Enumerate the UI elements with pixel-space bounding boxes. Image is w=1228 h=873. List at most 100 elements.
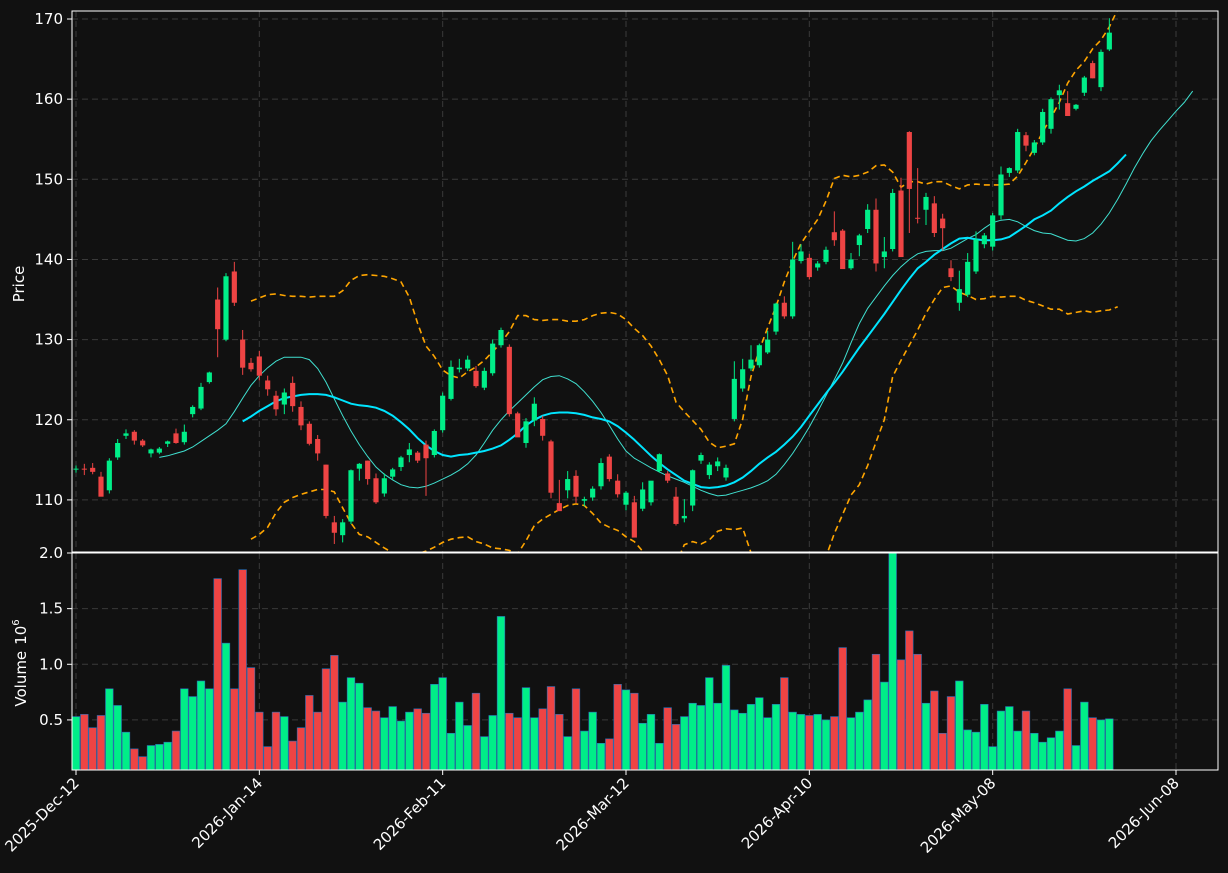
- candle-body: [898, 190, 904, 258]
- volume-bar: [155, 744, 164, 770]
- volume-bar: [555, 714, 564, 770]
- candle-body: [98, 476, 104, 497]
- volume-bar: [763, 717, 772, 770]
- candle-body: [73, 468, 79, 470]
- volume-bar: [863, 699, 872, 770]
- candle-body: [381, 478, 387, 494]
- candle-body: [190, 406, 196, 415]
- volume-bar: [146, 745, 156, 770]
- volume-bar: [588, 711, 597, 770]
- volume-bar: [121, 731, 131, 770]
- candle-body: [223, 276, 229, 340]
- candle-body: [481, 370, 487, 388]
- volume-bar: [446, 732, 456, 770]
- volume-bar: [171, 730, 181, 770]
- price-y-axis: 110 120 130 140 150 160 170: [34, 10, 72, 509]
- candle-body: [648, 480, 654, 503]
- candle-body: [581, 499, 587, 501]
- candle-body: [756, 345, 762, 366]
- candle-body: [290, 382, 296, 407]
- candle-body: [548, 441, 554, 493]
- candle-body: [440, 395, 446, 431]
- volume-bar: [72, 716, 81, 770]
- volume-bar: [688, 702, 697, 770]
- candle-body: [681, 515, 687, 519]
- volume-axis-label-text: Volume: [12, 651, 30, 707]
- volume-bar: [180, 688, 189, 770]
- volume-bar: [913, 653, 922, 770]
- candle-body: [615, 480, 621, 495]
- volume-bar: [471, 692, 481, 770]
- volume-bar: [371, 710, 381, 770]
- volume-bar: [521, 687, 531, 770]
- candle-body: [156, 448, 162, 453]
- volume-bar: [1063, 688, 1072, 770]
- price-tick-label: 130: [34, 331, 63, 349]
- volume-bar: [930, 690, 939, 770]
- candle-body: [506, 346, 512, 415]
- volume-bar: [455, 701, 464, 770]
- candle-body: [731, 378, 737, 419]
- volume-bar: [496, 616, 506, 770]
- volume-plot-area: [72, 553, 1114, 770]
- fast-moving-average-line: [159, 90, 1194, 497]
- volume-bar: [421, 712, 431, 770]
- candle-body: [923, 196, 929, 210]
- volume-bar: [346, 677, 356, 770]
- volume-bar: [655, 742, 664, 770]
- candle-body: [740, 369, 746, 389]
- volume-bar: [880, 681, 889, 770]
- volume-bar: [1080, 701, 1089, 770]
- candle-body: [965, 261, 971, 295]
- volume-bar: [663, 707, 672, 770]
- candle-body: [1023, 135, 1029, 146]
- volume-bar: [130, 748, 139, 770]
- volume-bar: [546, 686, 556, 770]
- candle-body: [465, 359, 471, 369]
- candle-body: [806, 257, 812, 278]
- volume-bar: [1096, 719, 1106, 770]
- candle-body: [140, 440, 146, 446]
- volume-bar: [905, 630, 914, 770]
- volume-bar: [896, 659, 906, 770]
- candle-body: [340, 522, 346, 536]
- candle-body: [715, 461, 721, 467]
- volume-bar: [263, 746, 272, 770]
- price-tick-label: 140: [34, 250, 63, 268]
- candle-body: [781, 302, 787, 317]
- candle-body: [1006, 168, 1012, 173]
- candle-body: [240, 339, 246, 368]
- candle-body: [1031, 142, 1037, 153]
- price-tick-label: 150: [34, 170, 63, 188]
- candle-body: [998, 174, 1004, 216]
- volume-bar: [388, 706, 397, 770]
- volume-bar: [88, 727, 97, 770]
- candle-body: [840, 230, 846, 270]
- candle-body: [1065, 103, 1071, 116]
- volume-bar: [830, 716, 839, 770]
- candle-body: [931, 203, 937, 234]
- candle-body: [265, 380, 271, 390]
- candle-body: [556, 503, 562, 512]
- candle-body: [415, 452, 421, 461]
- candle-body: [398, 457, 404, 468]
- volume-bar: [296, 727, 306, 770]
- candle-body: [165, 441, 171, 444]
- volume-bar: [363, 707, 372, 770]
- candle-body: [423, 444, 429, 459]
- candle-body: [281, 392, 287, 405]
- volume-bar: [238, 569, 247, 770]
- volume-bar: [788, 711, 797, 770]
- candle-body: [81, 468, 87, 470]
- candle-body: [456, 367, 462, 370]
- candle-body: [540, 418, 546, 436]
- volume-bar: [305, 695, 314, 770]
- volume-bar: [113, 705, 122, 770]
- candle-body: [623, 492, 629, 505]
- volume-bar: [680, 716, 689, 770]
- volume-bar: [1055, 730, 1064, 770]
- volume-tick-label: 1.0: [39, 655, 63, 673]
- volume-bar: [938, 732, 947, 770]
- candle-body: [181, 431, 187, 443]
- candle-body: [881, 251, 887, 258]
